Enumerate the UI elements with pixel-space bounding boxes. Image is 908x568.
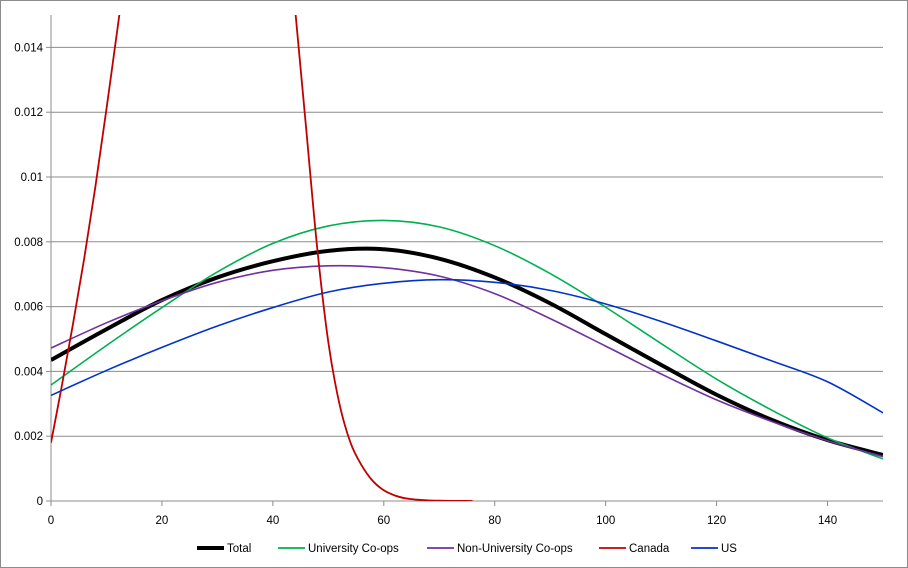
x-tick-label: 40 [266, 515, 279, 527]
y-tick-label: 0.014 [14, 42, 43, 54]
x-tick-label: 60 [377, 515, 390, 527]
series-line-total [51, 246, 883, 457]
series-line-us [51, 278, 883, 414]
y-tick-label: 0.004 [14, 366, 43, 378]
legend-label-canada: Canada [629, 543, 670, 555]
x-tick-label: 120 [707, 515, 726, 527]
x-tick-label: 140 [818, 515, 837, 527]
legend-label-total: Total [227, 543, 251, 555]
y-tick-label: 0.01 [21, 172, 43, 184]
series-line-canada-2 [294, 15, 473, 501]
x-tick-label: 0 [48, 515, 54, 527]
legend-label-us: US [721, 543, 737, 555]
y-tick-label: 0.006 [14, 302, 43, 314]
x-tick-label: 100 [596, 515, 615, 527]
y-tick-label: 0.008 [14, 237, 43, 249]
x-tick-label: 20 [156, 515, 169, 527]
legend-label-university-co-ops: University Co-ops [308, 543, 399, 555]
legend-label-non-university-co-ops: Non-University Co-ops [457, 543, 573, 555]
legend: Total University Co-ops Non-University Co-… [197, 543, 737, 555]
y-tick-label: 0.012 [14, 107, 43, 119]
series-line-university-co-ops [51, 219, 883, 460]
x-tick-label: 80 [488, 515, 501, 527]
series-line-non-university-co-ops [51, 264, 883, 458]
y-tick-label: 0.002 [14, 431, 43, 443]
y-tick-label: 0 [37, 496, 43, 508]
series-group [51, 15, 883, 501]
series-line-canada-1 [51, 15, 121, 443]
